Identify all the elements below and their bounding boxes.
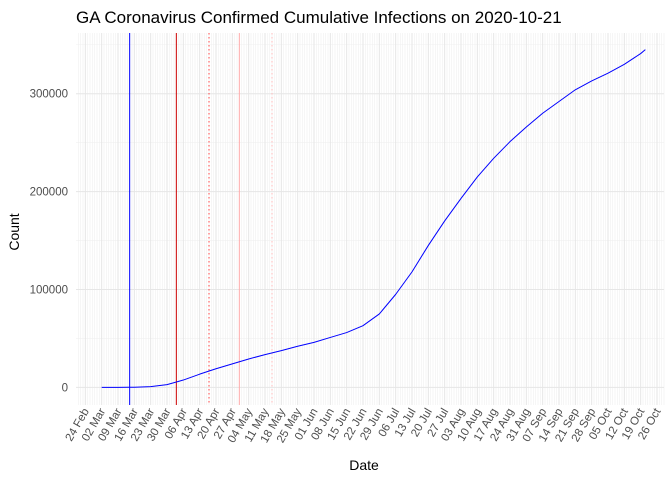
y-tick-label: 0 — [62, 382, 68, 394]
reference-lines — [129, 33, 273, 405]
y-axis-ticks: 0 100000 200000 300000 — [30, 89, 68, 395]
grid-major — [76, 33, 664, 405]
y-tick-label: 300000 — [30, 89, 68, 101]
series-layer — [101, 49, 646, 388]
y-tick-label: 100000 — [30, 284, 68, 296]
series-line — [101, 49, 646, 388]
y-axis-title: Count — [6, 213, 22, 250]
chart-title: GA Coronavirus Confirmed Cumulative Infe… — [76, 8, 562, 27]
x-axis-title: Date — [349, 457, 379, 473]
y-tick-label: 200000 — [30, 187, 68, 199]
